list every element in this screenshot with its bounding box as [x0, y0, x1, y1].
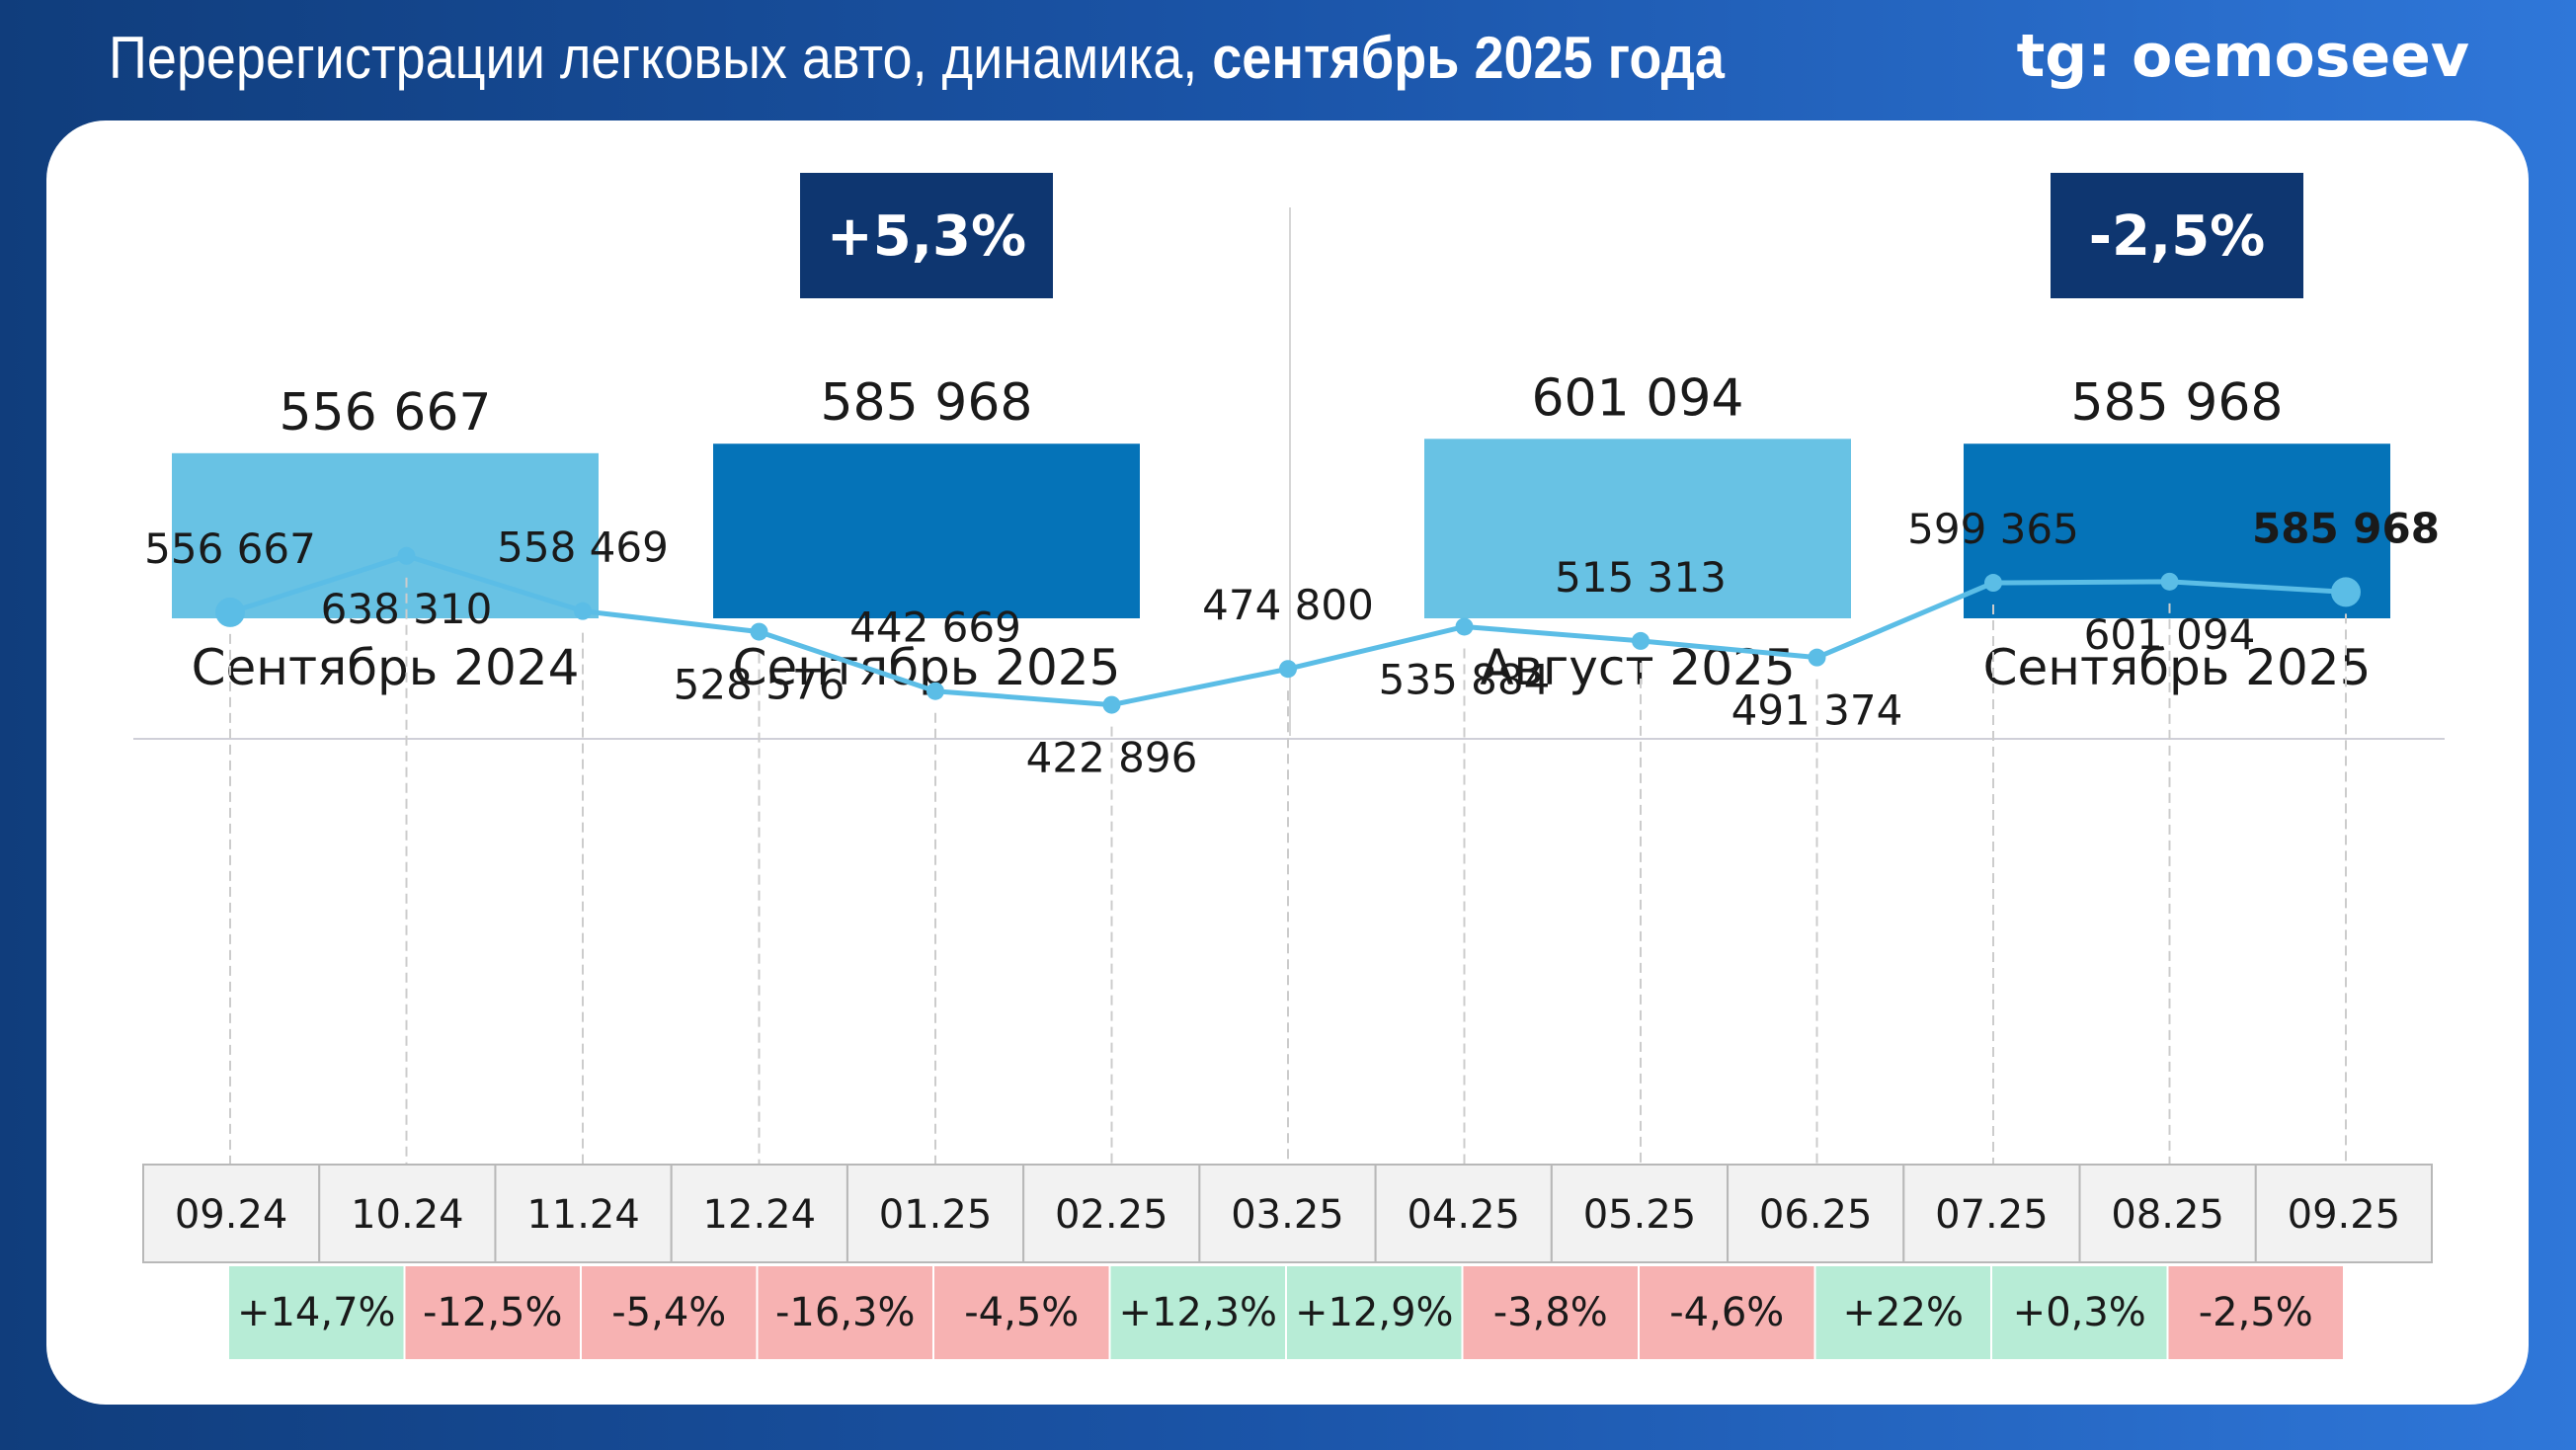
data-label: 558 469	[497, 524, 669, 572]
page-title: Перерегистрации легковых авто, динамика,…	[109, 24, 1725, 92]
bar-value-label: 585 968	[820, 373, 1032, 433]
month-cell	[1902, 1164, 2081, 1263]
change-label: -5,4%	[611, 1290, 726, 1335]
data-point	[1455, 617, 1474, 636]
change-label: -4,5%	[964, 1290, 1079, 1335]
change-cell	[403, 1264, 582, 1361]
change-label: +14,7%	[237, 1290, 396, 1335]
change-label: -3,8%	[1493, 1290, 1608, 1335]
data-label: 528 576	[674, 661, 845, 709]
data-point	[215, 597, 245, 627]
data-label: 474 800	[1202, 581, 1374, 629]
month-label: 02.25	[1055, 1192, 1168, 1238]
data-point	[926, 682, 944, 700]
change-label: +12,9%	[1295, 1290, 1454, 1335]
data-label: 599 365	[1907, 505, 2079, 553]
data-label: 422 896	[1026, 734, 1198, 782]
bar	[713, 443, 1140, 618]
data-point	[1102, 695, 1121, 714]
change-label: +12,3%	[1118, 1290, 1277, 1335]
data-label: 585 968	[2252, 504, 2440, 552]
change-label: +0,3%	[2013, 1290, 2146, 1335]
data-label: 638 310	[321, 585, 493, 633]
month-cell	[1727, 1164, 1905, 1263]
data-point	[397, 546, 416, 565]
data-label: 601 094	[2084, 610, 2256, 659]
data-point	[574, 602, 592, 620]
change-cell	[756, 1264, 934, 1361]
telegram-handle: tg: oemoseev	[2016, 22, 2469, 91]
month-cell	[1022, 1164, 1201, 1263]
change-cell	[1813, 1264, 1992, 1361]
header: Перерегистрации легковых авто, динамика,…	[0, 0, 2576, 119]
data-point	[1984, 574, 2002, 593]
change-badge	[800, 173, 1053, 298]
change-cell	[580, 1264, 759, 1361]
data-point	[2160, 572, 2179, 591]
change-badge-label: -2,5%	[2089, 204, 2266, 269]
title-regular: Перерегистрации легковых авто, динамика,	[109, 25, 1213, 91]
change-cell	[227, 1264, 406, 1361]
month-cell	[1198, 1164, 1377, 1263]
data-label: 535 884	[1379, 655, 1551, 703]
change-badge-label: +5,3%	[827, 204, 1026, 269]
month-cell	[2078, 1164, 2257, 1263]
bar-category-label: Сентябрь 2025	[1983, 639, 2372, 696]
month-cell	[1550, 1164, 1730, 1263]
change-label: -16,3%	[775, 1290, 916, 1335]
change-label: +22%	[1843, 1290, 1964, 1335]
month-cell	[2254, 1164, 2434, 1263]
month-label: 05.25	[1583, 1192, 1697, 1238]
bar-category-label: Сентябрь 2024	[192, 639, 580, 696]
data-point	[1808, 648, 1826, 667]
data-point	[750, 622, 768, 641]
month-label: 09.24	[175, 1192, 288, 1238]
change-cell	[2166, 1264, 2345, 1361]
month-cell	[494, 1164, 673, 1263]
data-point	[1279, 660, 1297, 679]
data-label: 491 374	[1731, 686, 1903, 735]
bar-value-label: 585 968	[2070, 373, 2283, 433]
change-cell	[932, 1264, 1111, 1361]
month-label: 06.25	[1759, 1192, 1873, 1238]
title-bold: сентябрь 2025 года	[1212, 25, 1725, 91]
month-cell	[845, 1164, 1025, 1263]
month-label: 03.25	[1231, 1192, 1344, 1238]
month-cell	[318, 1164, 497, 1263]
bar	[172, 452, 599, 618]
month-cell	[1374, 1164, 1553, 1263]
change-label: -2,5%	[2199, 1290, 2313, 1335]
bar	[1424, 439, 1851, 618]
data-label: 556 667	[144, 524, 316, 573]
bar-value-label: 601 094	[1531, 368, 1743, 428]
change-cell	[1638, 1264, 1816, 1361]
month-label: 04.25	[1407, 1192, 1520, 1238]
month-label: 11.24	[526, 1192, 640, 1238]
month-label: 12.24	[703, 1192, 817, 1238]
month-label: 01.25	[879, 1192, 993, 1238]
month-label: 09.25	[2288, 1192, 2401, 1238]
change-cell	[1990, 1264, 2169, 1361]
bar-value-label: 556 667	[279, 383, 491, 443]
data-point	[2331, 577, 2361, 607]
data-label: 442 669	[849, 604, 1021, 652]
change-cell	[1461, 1264, 1640, 1361]
month-cell	[142, 1164, 321, 1263]
data-label: 515 313	[1555, 553, 1727, 602]
data-point	[1632, 631, 1650, 650]
month-label: 08.25	[2111, 1192, 2224, 1238]
month-cell	[670, 1164, 848, 1263]
change-cell	[1108, 1264, 1287, 1361]
change-label: -4,6%	[1669, 1290, 1784, 1335]
month-label: 10.24	[351, 1192, 464, 1238]
month-label: 07.25	[1935, 1192, 2049, 1238]
change-label: -12,5%	[423, 1290, 563, 1335]
change-badge	[2051, 173, 2303, 298]
